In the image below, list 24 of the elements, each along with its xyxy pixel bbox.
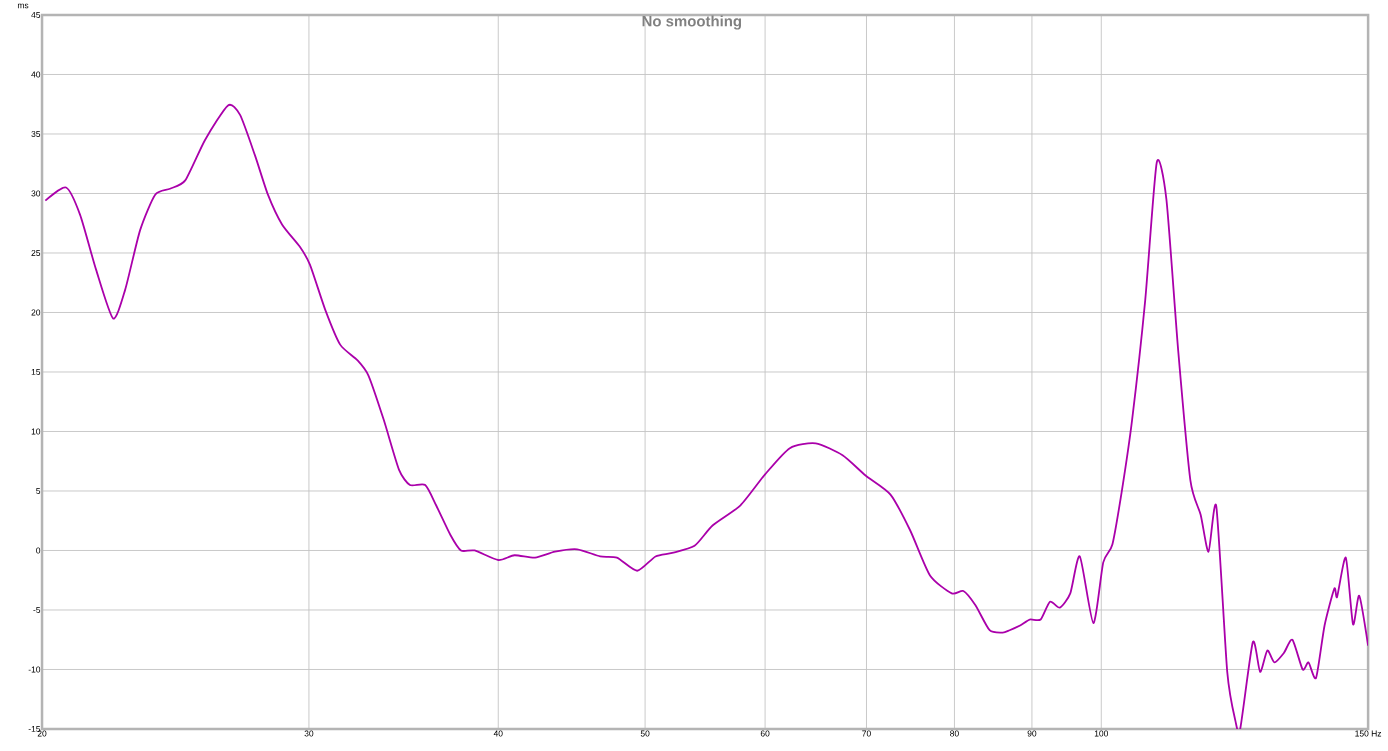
y-axis-title: ms	[17, 3, 29, 9]
x-tick-label: 150 Hz	[1355, 730, 1382, 737]
x-tick-label: 90	[1027, 730, 1037, 737]
x-tick-label: 50	[640, 730, 650, 737]
x-tick-label: 30	[304, 730, 314, 737]
y-tick-label: 10	[31, 428, 41, 435]
y-tick-label: -5	[33, 607, 41, 613]
x-tick-label: 60	[760, 730, 770, 737]
y-tick-label: -10	[28, 666, 41, 673]
y-tick-label: 30	[31, 190, 41, 197]
y-tick-label: 25	[31, 250, 41, 256]
y-tick-label: 35	[31, 131, 41, 137]
y-tick-label: 15	[31, 369, 41, 375]
x-tick-label: 80	[950, 730, 959, 737]
y-tick-label: 0	[36, 547, 41, 554]
y-tick-label: 5	[36, 488, 41, 494]
y-tick-label: 45	[31, 12, 41, 18]
chart-title: No smoothing	[642, 15, 742, 30]
x-tick-label: 100	[1094, 730, 1109, 737]
x-tick-label: 70	[862, 730, 871, 737]
y-tick-label: -15	[28, 726, 41, 732]
y-tick-label: 40	[31, 71, 41, 78]
y-tick-label: 20	[31, 309, 41, 316]
x-tick-label: 40	[493, 730, 503, 737]
